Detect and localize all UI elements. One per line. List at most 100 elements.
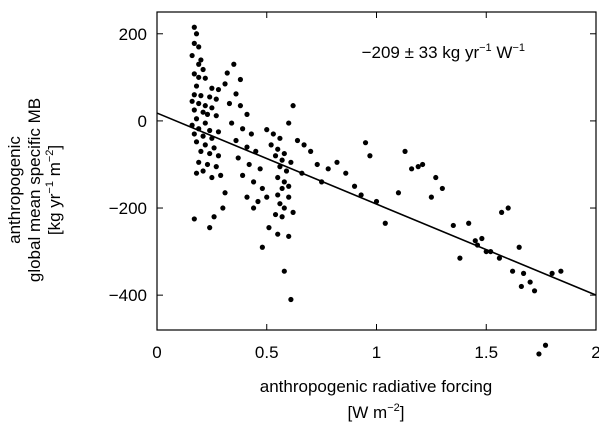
data-point [516, 244, 522, 250]
data-point [279, 185, 285, 192]
data-point [202, 120, 208, 126]
data-point [428, 194, 434, 200]
data-point [272, 211, 279, 218]
data-point [211, 145, 217, 151]
y-tick-label: 200 [119, 25, 147, 44]
x-tick-label: 0 [152, 343, 161, 362]
data-point [479, 235, 485, 242]
data-point [220, 205, 226, 211]
x-axis-label-line2: [W m−2] [348, 402, 405, 422]
data-point [450, 222, 456, 229]
data-point [275, 231, 281, 237]
x-tick-label: 1 [372, 343, 381, 362]
data-point [558, 268, 564, 274]
data-point [193, 116, 200, 122]
data-point [196, 126, 202, 132]
data-point [351, 183, 358, 189]
data-point [334, 159, 340, 165]
data-point [198, 148, 204, 154]
data-point [466, 220, 472, 226]
data-point [244, 194, 250, 200]
data-point [202, 75, 208, 81]
data-point [218, 172, 224, 178]
data-point [499, 209, 505, 215]
data-point [301, 142, 307, 148]
data-point [270, 131, 276, 137]
data-point [213, 96, 219, 102]
data-point [496, 255, 503, 261]
data-point [233, 91, 239, 97]
y-axis-label-line2: global mean specific MB [25, 98, 44, 282]
data-point [196, 61, 202, 67]
data-point [277, 201, 283, 207]
data-point [211, 214, 217, 220]
data-point [213, 164, 219, 170]
data-point [193, 31, 200, 37]
data-point [288, 296, 294, 303]
data-point [200, 133, 206, 139]
data-point [268, 142, 274, 148]
data-point [231, 61, 237, 67]
data-point [281, 150, 287, 157]
data-point [250, 179, 257, 185]
data-point [279, 157, 285, 163]
data-point [213, 113, 219, 119]
chart-marks [156, 24, 597, 357]
data-point [439, 185, 445, 192]
data-point [362, 140, 369, 146]
data-point [209, 174, 215, 181]
data-point [191, 24, 197, 30]
data-point [196, 44, 202, 50]
data-point [229, 120, 235, 126]
data-point [198, 57, 204, 63]
data-point [196, 74, 202, 80]
data-point [264, 194, 270, 200]
data-point [204, 111, 211, 117]
data-point [237, 76, 244, 83]
data-point [191, 40, 197, 46]
data-point [191, 92, 197, 98]
data-point [202, 142, 208, 148]
data-point [233, 137, 239, 144]
data-point [207, 94, 213, 100]
data-point [419, 161, 426, 168]
data-point [286, 233, 292, 239]
data-point [286, 194, 292, 200]
data-point [193, 170, 200, 176]
data-point [531, 288, 538, 294]
data-point [549, 270, 555, 276]
data-point [290, 103, 296, 109]
y-tick-label: −400 [109, 286, 147, 305]
data-point [198, 93, 204, 99]
data-point [382, 220, 388, 226]
data-point [193, 139, 200, 145]
y-axis-label-line1: anthropogenic [5, 136, 24, 244]
data-point [257, 166, 263, 172]
data-point [259, 185, 265, 192]
data-point [275, 174, 281, 181]
y-axis-label: anthropogenic global mean specific MB [k… [5, 98, 64, 282]
data-point [536, 351, 542, 357]
x-axis: 0 0.5 1 1.5 2 [152, 12, 599, 362]
data-point [191, 107, 197, 113]
data-point [209, 135, 215, 141]
data-point [314, 161, 320, 168]
data-point [277, 135, 283, 141]
data-point [472, 238, 478, 244]
x-tick-label: 1.5 [474, 343, 498, 362]
data-point [207, 150, 213, 157]
data-point [189, 52, 195, 59]
data-point [266, 225, 272, 231]
x-tick-label: 2 [591, 343, 599, 362]
data-point [196, 159, 202, 165]
data-point [207, 225, 213, 231]
data-point [200, 66, 206, 73]
data-point [457, 255, 463, 261]
data-point [255, 198, 261, 205]
data-point [325, 166, 331, 172]
data-point [224, 70, 230, 76]
data-point [246, 161, 252, 168]
data-point [288, 159, 294, 165]
fit-line [156, 112, 597, 296]
